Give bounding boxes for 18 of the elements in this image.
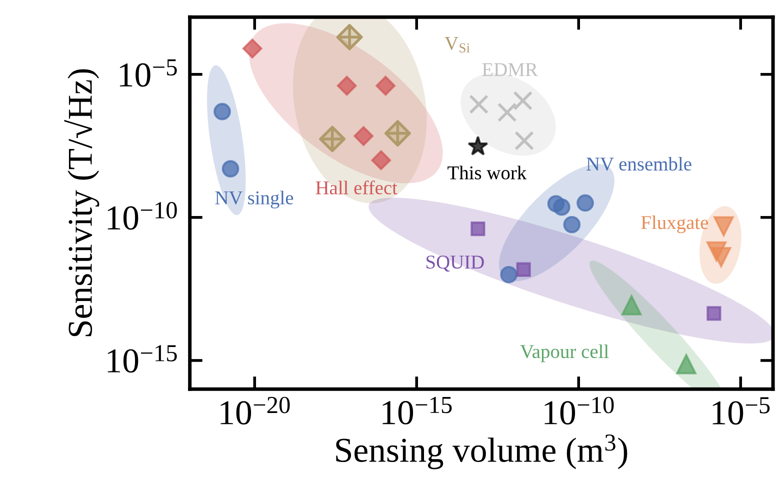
text: V$_{Si}$: [444, 36, 470, 53]
x-tick-label: 10$^{−15}$: [382, 396, 452, 424]
y-axis-title: Sensitivity (T/√Hz): [64, 69, 100, 336]
series-label: This work: [448, 166, 527, 180]
series-label: Hall effect: [316, 180, 398, 194]
series-label: Vapour cell: [520, 344, 609, 362]
x-axis-title: Sensing volume (m$^{3}$): [336, 434, 628, 470]
series-label: NV ensemble: [586, 156, 692, 171]
x-tick-label: 10$^{−20}$: [220, 396, 290, 425]
series-label: SQUID: [426, 256, 484, 272]
y-tick-label: 10$^{−5}$: [120, 59, 177, 87]
series-label: NV single: [215, 190, 294, 208]
x-tick-label: 10$^{−10}$: [544, 396, 614, 425]
series-label: EDMR: [482, 63, 538, 76]
series-label: Fluxgate: [641, 215, 708, 234]
x-tick-label: 10$^{−5}$: [712, 397, 770, 425]
y-tick-label: 10$^{−15}$: [108, 345, 177, 373]
y-tick-label: 10$^{−10}$: [108, 202, 177, 230]
